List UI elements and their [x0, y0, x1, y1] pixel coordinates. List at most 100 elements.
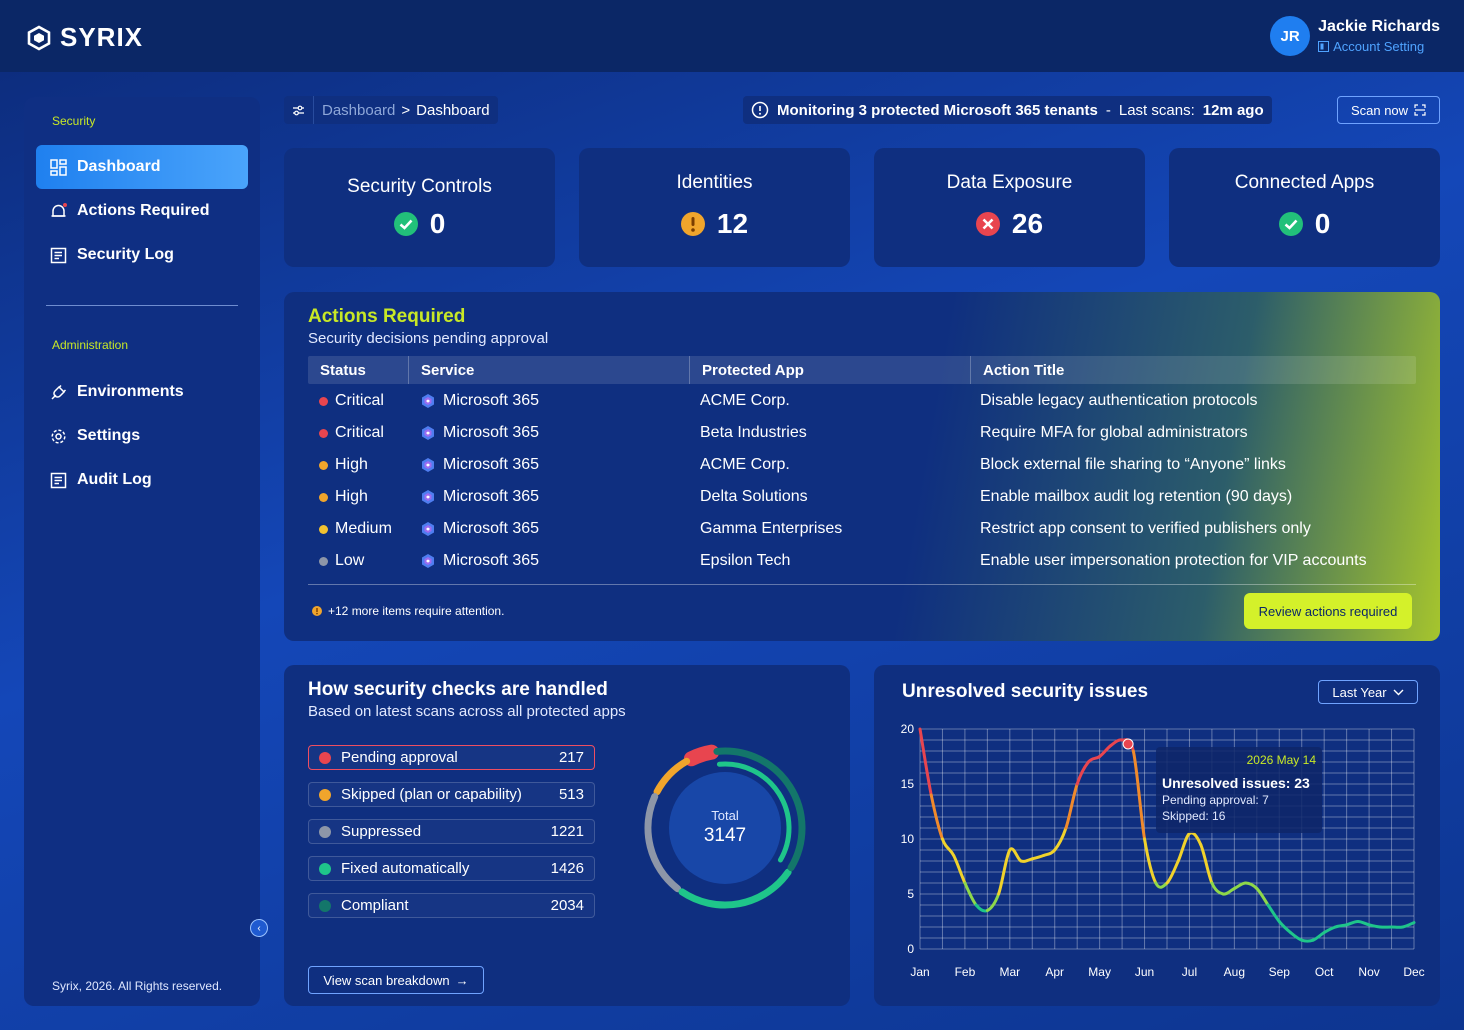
tooltip-date: 2026 May 14 — [1246, 753, 1316, 767]
legend-item[interactable]: Pending approval 217 — [308, 745, 595, 770]
table-row[interactable]: Low Microsoft 365 Epsilon Tech Enable user … — [308, 545, 1416, 577]
issues-title: Unresolved security issues — [902, 681, 1149, 702]
protected-app-cell: Gamma Enterprises — [700, 520, 843, 537]
status-dot — [319, 492, 328, 502]
chevron-down-icon — [1393, 689, 1404, 695]
user-name: Jackie Richards — [1318, 18, 1440, 35]
issues-series-line-segment — [1289, 931, 1304, 942]
sidebar-item-environments[interactable]: Environments — [36, 370, 248, 414]
view-scan-breakdown-button[interactable]: View scan breakdown → — [308, 966, 484, 994]
sidebar-collapse-button[interactable]: ‹ — [250, 919, 268, 937]
issues-series-line-segment — [1154, 881, 1169, 889]
issues-series-line-segment — [985, 892, 1001, 912]
monitoring-status: Monitoring 3 protected Microsoft 365 ten… — [743, 96, 1272, 124]
table-row[interactable]: High Microsoft 365 Delta Solutions Enable m… — [308, 481, 1416, 513]
legend-dot — [319, 788, 331, 801]
stat-card-data-exposure[interactable]: Data Exposure 26 — [874, 148, 1145, 267]
account-setting-link[interactable]: Account Setting — [1318, 39, 1440, 54]
issues-series-line-segment — [1064, 782, 1079, 830]
column-header-protected-app[interactable]: Protected App — [690, 356, 971, 384]
sidebar-item-audit-log[interactable]: Audit Log — [36, 458, 248, 502]
column-header-status[interactable]: Status — [308, 356, 409, 384]
bell-icon — [51, 202, 67, 217]
legend-value: 1426 — [550, 860, 584, 877]
action-title-cell: Enable user impersonation protection for… — [980, 552, 1367, 569]
column-header-service[interactable]: Service — [409, 356, 690, 384]
dashboard-icon — [50, 158, 67, 176]
sidebar-item-label: Environments — [77, 383, 184, 400]
sidebar-item-label: Dashboard — [77, 158, 161, 175]
issues-series-line-segment — [1109, 738, 1124, 747]
donut-segment[interactable] — [653, 757, 691, 796]
scan-now-button[interactable]: Scan now — [1337, 96, 1440, 124]
legend-item[interactable]: Skipped (plan or capability) 513 — [308, 782, 595, 807]
tooltip-main: Unresolved issues: 23 — [1162, 775, 1310, 791]
issues-series-line-segment — [1333, 923, 1349, 929]
actions-subtitle: Security decisions pending approval — [308, 330, 549, 347]
sidebar-item-security-log[interactable]: Security Log — [36, 233, 248, 277]
donut-segment[interactable] — [644, 793, 682, 893]
stat-card-security-controls[interactable]: Security Controls 0 — [284, 148, 555, 267]
issues-series-line-segment — [940, 837, 956, 857]
x-tick-label: Jun — [1135, 965, 1154, 979]
y-tick-label: 10 — [901, 832, 915, 846]
chevron-left-icon: ‹ — [257, 922, 261, 934]
sliders-icon[interactable] — [284, 96, 314, 124]
issues-series-line-segment — [1221, 887, 1236, 896]
table-row[interactable]: Medium Microsoft 365 Gamma Enterprises Rest… — [308, 513, 1416, 545]
column-header-action-title[interactable]: Action Title — [983, 361, 1065, 379]
y-tick-label: 20 — [901, 722, 915, 736]
donut-inner-accent — [716, 761, 792, 863]
stat-title: Security Controls — [347, 176, 492, 197]
breadcrumb-parent[interactable]: Dashboard — [322, 101, 396, 119]
sidebar-item-settings[interactable]: Settings — [36, 414, 248, 458]
sidebar-item-dashboard[interactable]: Dashboard — [36, 145, 248, 189]
top-bar: SYRIX JR Jackie Richards Account Setting — [0, 0, 1464, 72]
status-cell: Critical — [319, 385, 384, 417]
sidebar-divider — [46, 305, 238, 306]
table-row[interactable]: Critical Microsoft 365 Beta Industries Requ… — [308, 417, 1416, 449]
logo[interactable]: SYRIX — [26, 22, 143, 53]
issues-series-line-segment — [1165, 859, 1180, 885]
issues-series-line-segment — [1266, 903, 1281, 923]
actions-title: Actions Required — [308, 306, 466, 327]
breadcrumb-separator: > — [401, 101, 411, 119]
legend-value: 2034 — [550, 897, 584, 914]
last-scan-value: 12m ago — [1202, 101, 1264, 119]
issues-series-line-segment — [1356, 920, 1371, 927]
highlighted-data-point[interactable] — [1122, 738, 1134, 750]
legend-item[interactable]: Fixed automatically 1426 — [308, 856, 595, 881]
check-circle-icon — [1278, 212, 1303, 236]
donut-segment[interactable] — [678, 868, 792, 909]
time-range-select[interactable]: Last Year — [1318, 680, 1418, 704]
review-actions-button[interactable]: Review actions required — [1244, 593, 1412, 629]
donut-segment[interactable] — [683, 744, 720, 767]
stat-card-connected-apps[interactable]: Connected Apps 0 — [1169, 148, 1440, 267]
status-text: High — [335, 488, 368, 505]
legend-value: 1221 — [550, 823, 584, 840]
issues-series-line-segment — [1131, 749, 1147, 841]
donut-segment[interactable] — [713, 747, 806, 872]
avatar[interactable]: JR — [1270, 16, 1311, 56]
sidebar-item-actions-required[interactable]: Actions Required — [36, 189, 248, 233]
status-cell: High — [319, 449, 368, 481]
x-tick-label: Mar — [999, 965, 1020, 979]
table-row[interactable]: High Microsoft 365 ACME Corp. Block externa… — [308, 449, 1416, 481]
legend-item[interactable]: Suppressed 1221 — [308, 819, 595, 844]
action-title-cell: Block external file sharing to “Anyone” … — [980, 456, 1286, 473]
info-icon — [751, 101, 769, 119]
chart-tooltip: 2026 May 14 Unresolved issues: 23 Pendin… — [1156, 747, 1322, 833]
microsoft-365-icon — [422, 458, 434, 472]
legend-item[interactable]: Compliant 2034 — [308, 893, 595, 918]
warning-circle-icon — [680, 212, 705, 236]
user-menu[interactable]: JR Jackie Richards Account Setting — [1270, 16, 1440, 56]
table-row[interactable]: Critical Microsoft 365 ACME Corp. Disable l… — [308, 385, 1416, 417]
service-cell: Microsoft 365 — [420, 545, 539, 577]
protected-app-cell: Delta Solutions — [700, 488, 808, 505]
issues-series-line-segment — [974, 903, 989, 913]
stat-card-identities[interactable]: Identities 12 — [579, 148, 850, 267]
sidebar-item-label: Settings — [77, 427, 141, 444]
plug-icon — [51, 384, 67, 400]
log-icon — [50, 247, 67, 263]
unresolved-issues-card: Unresolved security issues Last Year 0 5 1… — [874, 665, 1440, 1006]
